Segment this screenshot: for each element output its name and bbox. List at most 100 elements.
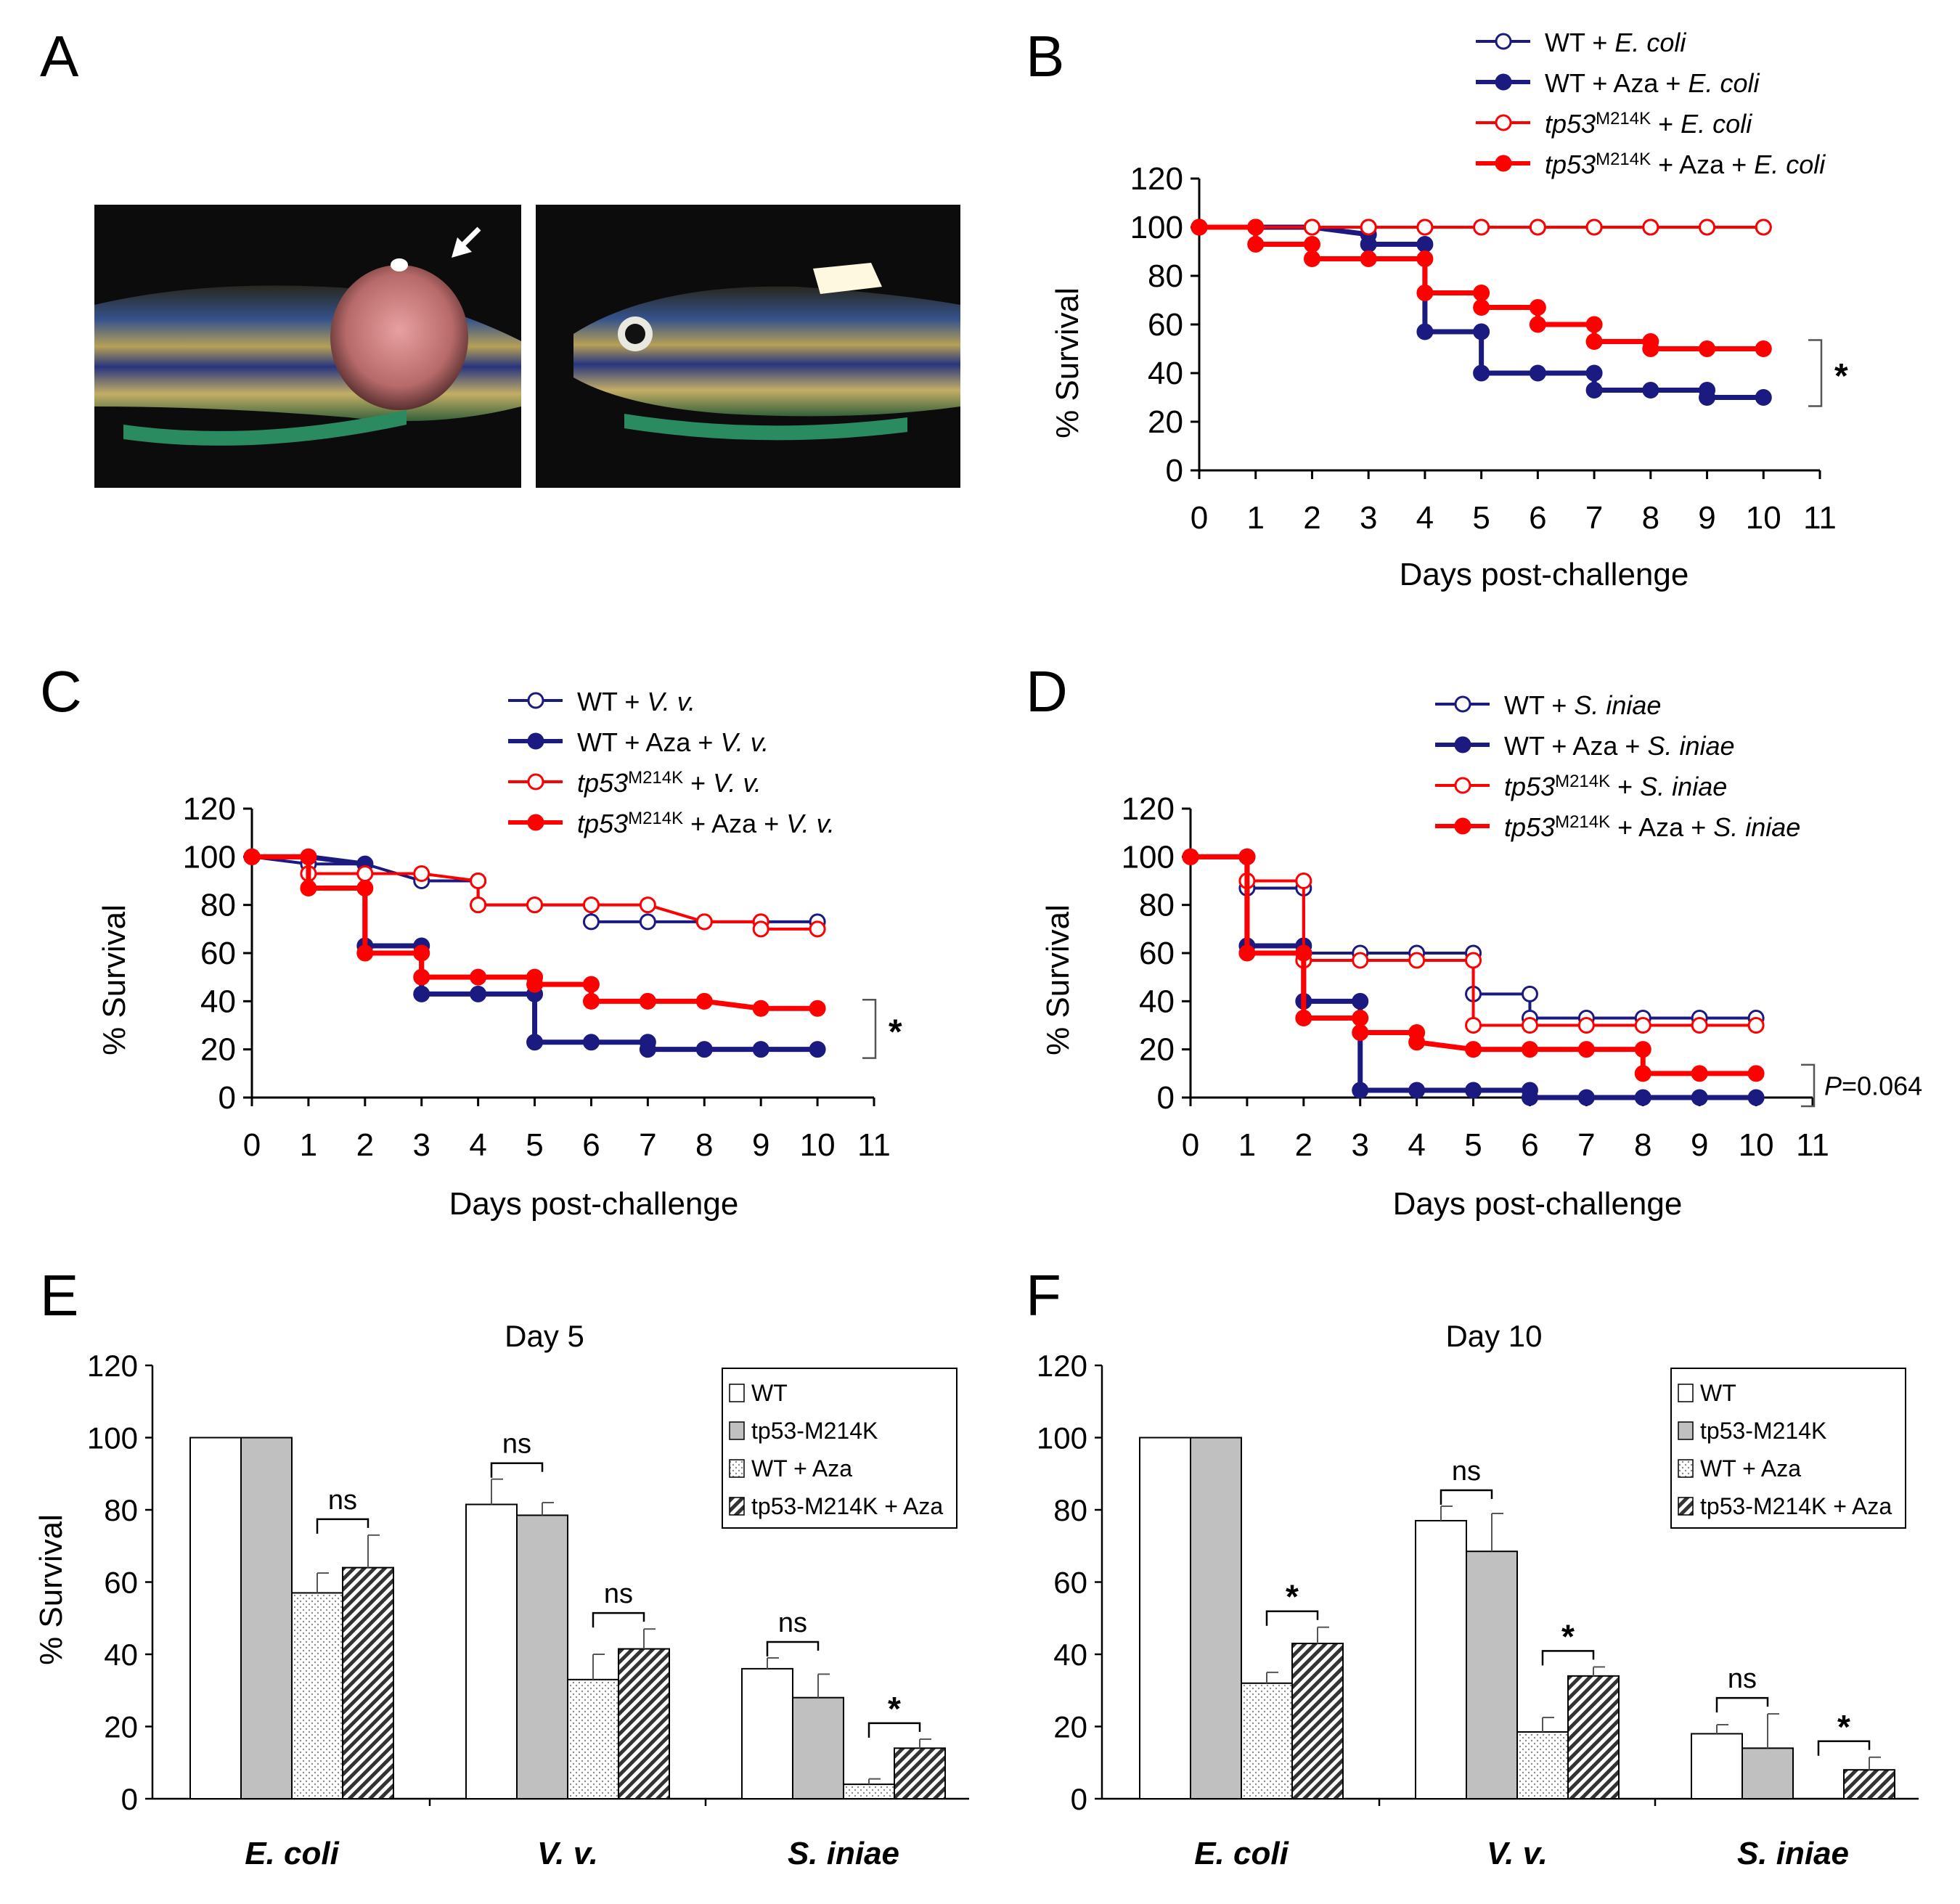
category-label-v-v: V. v. xyxy=(537,1836,598,1871)
legend-swatch-tp53-m214k-aza xyxy=(729,1497,745,1516)
legend-box xyxy=(1670,1368,1906,1529)
point-wt-aza xyxy=(1416,235,1434,253)
legend-marker-wt-aza xyxy=(1454,736,1471,753)
point-mut-aza xyxy=(1585,316,1603,333)
point-mut-aza xyxy=(1577,1041,1595,1058)
point-mut-aza xyxy=(582,976,600,993)
point-mut-aza xyxy=(470,968,487,986)
x-tick-label: 3 xyxy=(412,1127,430,1163)
point-mut xyxy=(1585,218,1603,236)
point-mut-aza xyxy=(1585,332,1603,350)
significance-bracket xyxy=(1541,1650,1595,1666)
x-tick-label: 6 xyxy=(1521,1127,1538,1163)
legend-label-wt-e-coli: WT + E. coli xyxy=(1545,28,1686,57)
category-label-s-iniae: S. iniae xyxy=(788,1836,899,1871)
legend-marker-mut xyxy=(1454,777,1471,794)
ns-label: ns xyxy=(604,1579,633,1609)
y-axis-label-b: % Survival xyxy=(1050,287,1085,438)
y-axis-label-c: % Survival xyxy=(97,904,132,1055)
bar-wt-aza-e-coli xyxy=(291,1592,343,1800)
point-mut xyxy=(1747,1017,1765,1034)
x-axis-label-b: Days post-challenge xyxy=(1400,557,1689,592)
legend-label-wt: WT xyxy=(1700,1380,1736,1406)
zebrafish-tumor-photo xyxy=(94,205,521,488)
legend-swatch-tp53-m214k-aza xyxy=(1678,1497,1694,1516)
bars-f xyxy=(1139,1437,1895,1800)
x-tick-label: 2 xyxy=(1295,1127,1312,1163)
legend-label-tp53-m214k: tp53-M214K xyxy=(1700,1418,1826,1444)
legend-marker-mut xyxy=(527,773,544,790)
legend-label-mut: tp53M214K + S. iniae xyxy=(1504,772,1727,801)
annotation-b: * xyxy=(1808,339,1848,407)
point-mut xyxy=(413,865,430,883)
significance-bracket xyxy=(592,1611,645,1628)
legend-marker-wt-e-coli xyxy=(1495,33,1512,50)
legend-label-mut-aza: tp53M214K + Aza + E. coli xyxy=(1545,150,1826,179)
bar-wt-e-coli xyxy=(1139,1437,1191,1799)
point-wt-e-coli xyxy=(639,913,656,931)
series-line-mut xyxy=(1191,855,1757,1027)
point-mut-aza xyxy=(639,992,656,1010)
x-tick-label: 10 xyxy=(800,1127,836,1163)
point-mut xyxy=(1755,218,1772,236)
p-value-label: P=0.064 xyxy=(1824,1071,1922,1100)
x-tick-label: 7 xyxy=(1577,1127,1595,1163)
x-tick-label: 10 xyxy=(1739,1127,1774,1163)
bar-tp53-m214k-s-iniae xyxy=(1741,1747,1794,1800)
series-b xyxy=(1191,218,1772,406)
y-tick-label: 60 xyxy=(104,1566,138,1600)
y-tick-label: 120 xyxy=(87,1349,138,1383)
point-mut-aza xyxy=(1416,250,1434,268)
y-tick-label: 60 xyxy=(1148,307,1183,343)
x-tick-label: 9 xyxy=(1691,1127,1708,1163)
annotation-c: * xyxy=(862,999,902,1059)
legend-b: WT + E. coli WT + Aza + E. coli tp53M214K … xyxy=(1476,28,1826,179)
bar-tp53-m214k-aza-e-coli xyxy=(1291,1643,1344,1799)
legend-swatch-wt xyxy=(729,1384,745,1402)
point-mut-aza xyxy=(1295,1010,1312,1027)
x-tick-label: 6 xyxy=(1529,500,1546,536)
point-mut-aza xyxy=(1529,299,1546,316)
point-mut xyxy=(470,873,487,889)
bars-e xyxy=(189,1437,946,1800)
series-line-mut xyxy=(252,855,818,931)
point-mut-aza xyxy=(1360,250,1377,268)
legend-marker-wt-e-coli xyxy=(527,692,544,709)
significance-star: * xyxy=(888,1690,901,1728)
legend-label-mut-aza: tp53M214K + Aza + S. iniae xyxy=(1504,812,1800,842)
legend-label-mut: tp53M214K + E. coli xyxy=(1545,109,1752,139)
legend-label-mut-aza: tp53M214K + Aza + V. v. xyxy=(577,809,835,838)
point-wt-aza xyxy=(1521,1089,1538,1106)
point-wt-aza xyxy=(1465,1082,1482,1099)
point-mut-aza xyxy=(1755,340,1772,357)
bar-tp53-m214k-e-coli xyxy=(240,1437,293,1799)
point-mut-aza xyxy=(243,848,261,865)
bar-tp53-m214k-aza-v-v xyxy=(1567,1675,1620,1800)
x-tick-label: 9 xyxy=(1698,500,1715,536)
point-mut xyxy=(1529,218,1546,236)
point-mut-aza xyxy=(356,944,374,962)
point-wt-aza xyxy=(639,1041,656,1058)
y-tick-label: 80 xyxy=(200,888,236,923)
y-tick-label: 20 xyxy=(1148,404,1183,440)
point-mut-aza xyxy=(1238,944,1256,962)
point-mut xyxy=(1465,1017,1482,1034)
point-mut-aza xyxy=(1529,316,1546,333)
point-mut-aza xyxy=(413,968,430,986)
x-tick-label: 1 xyxy=(300,1127,317,1163)
significance-bracket xyxy=(1440,1489,1493,1505)
chart-title-f: Day 10 xyxy=(1445,1319,1542,1353)
significance-f: * ns * ns * xyxy=(1265,1456,1871,1756)
point-wt-aza xyxy=(695,1041,713,1058)
legend-swatch-wt-aza xyxy=(1678,1459,1694,1478)
y-tick-label: 100 xyxy=(183,839,236,875)
bar-wt-aza-v-v xyxy=(1516,1731,1569,1799)
point-mut xyxy=(582,896,600,914)
point-wt-aza xyxy=(1473,364,1490,382)
y-tick-label: 120 xyxy=(183,791,236,827)
y-tick-label: 0 xyxy=(1071,1782,1087,1816)
point-mut xyxy=(1408,952,1426,969)
point-mut-aza xyxy=(413,944,430,962)
x-tick-label: 0 xyxy=(243,1127,261,1163)
point-mut xyxy=(1642,218,1659,236)
